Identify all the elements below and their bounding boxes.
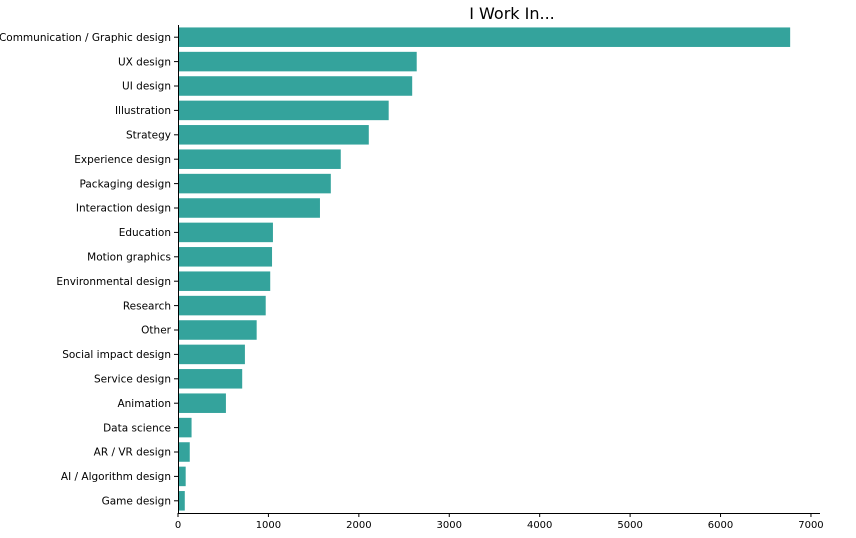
category-label-1: UX design	[118, 56, 171, 68]
bar-17	[178, 442, 190, 462]
bar-9	[178, 247, 273, 267]
category-label-12: Other	[141, 325, 171, 337]
x-tick-label-0: 0	[175, 520, 181, 531]
chart-title: I Work In...	[469, 4, 555, 23]
bar-0	[178, 27, 791, 47]
bars-group	[178, 27, 791, 511]
category-labels: Communication / Graphic design UX design U…	[0, 32, 178, 508]
x-tick-label-5: 5000	[617, 520, 642, 531]
category-label-8: Education	[119, 227, 171, 239]
category-label-4: Strategy	[126, 130, 171, 142]
category-label-6: Packaging design	[80, 178, 171, 190]
bar-10	[178, 271, 271, 291]
category-label-0: Communication / Graphic design	[0, 32, 171, 44]
bar-5	[178, 149, 341, 169]
category-label-15: Animation	[117, 398, 171, 410]
category-label-7: Interaction design	[76, 203, 171, 215]
bar-6	[178, 173, 331, 194]
x-axis-ticks: 0 1000 2000 3000 4000 5000 6000 7000	[175, 513, 824, 531]
bar-8	[178, 222, 273, 243]
x-tick-label-2: 2000	[346, 520, 371, 531]
category-label-10: Environmental design	[56, 276, 171, 288]
category-label-5: Experience design	[74, 154, 171, 166]
x-tick-label-7: 7000	[798, 520, 823, 531]
bar-16	[178, 417, 192, 438]
category-label-11: Research	[123, 300, 171, 312]
category-label-2: UI design	[122, 81, 171, 93]
category-label-17: AR / VR design	[94, 447, 171, 459]
bar-15	[178, 393, 226, 413]
bar-14	[178, 369, 243, 389]
bar-7	[178, 198, 320, 218]
bar-13	[178, 344, 245, 365]
category-label-9: Motion graphics	[87, 252, 171, 264]
bar-11	[178, 295, 266, 316]
x-tick-label-3: 3000	[437, 520, 462, 531]
category-label-19: Game design	[102, 496, 171, 508]
category-label-16: Data science	[103, 422, 171, 434]
bar-18	[178, 466, 186, 487]
bar-12	[178, 320, 257, 340]
bar-1	[178, 51, 417, 72]
x-tick-label-4: 4000	[527, 520, 552, 531]
category-label-18: AI / Algorithm design	[61, 471, 171, 483]
bar-3	[178, 100, 389, 121]
category-label-14: Service design	[94, 374, 171, 386]
x-tick-label-1: 1000	[256, 520, 281, 531]
bar-4	[178, 125, 369, 145]
x-tick-label-6: 6000	[708, 520, 733, 531]
category-label-3: Illustration	[115, 105, 171, 117]
bar-19	[178, 491, 185, 511]
category-label-13: Social impact design	[62, 349, 171, 361]
bar-2	[178, 76, 413, 96]
